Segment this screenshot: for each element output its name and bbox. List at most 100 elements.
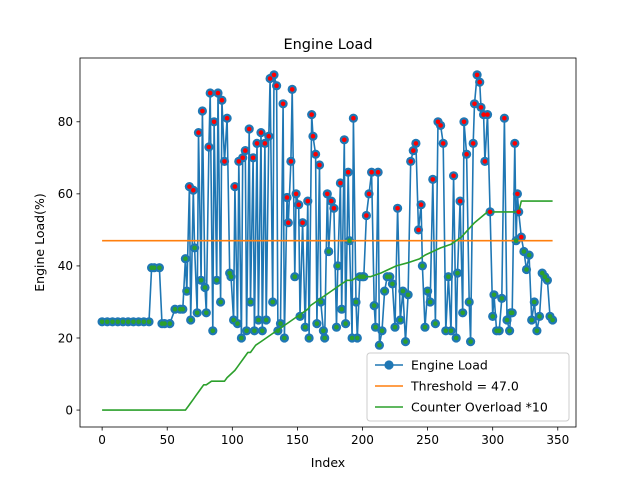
normal-point bbox=[443, 328, 449, 334]
normal-point bbox=[172, 306, 178, 312]
normal-point bbox=[361, 274, 367, 280]
normal-point bbox=[282, 335, 287, 341]
overload-point bbox=[481, 112, 486, 117]
normal-point bbox=[427, 299, 433, 305]
normal-point bbox=[382, 288, 387, 294]
normal-point bbox=[256, 317, 261, 323]
normal-point bbox=[202, 285, 208, 290]
y-tick-label: 60 bbox=[58, 187, 73, 201]
normal-point bbox=[244, 328, 249, 334]
normal-point bbox=[343, 321, 348, 326]
normal-point bbox=[532, 299, 537, 305]
normal-point bbox=[507, 328, 512, 334]
overload-point bbox=[254, 141, 260, 146]
normal-point bbox=[318, 299, 324, 305]
overload-point bbox=[313, 151, 318, 157]
normal-point bbox=[231, 317, 236, 323]
normal-point bbox=[275, 328, 281, 334]
overload-point bbox=[351, 115, 356, 121]
overload-point bbox=[246, 126, 252, 132]
normal-point bbox=[204, 310, 209, 316]
overload-point bbox=[211, 119, 217, 125]
plot-area bbox=[97, 70, 558, 411]
normal-point bbox=[110, 319, 115, 325]
overload-point bbox=[266, 133, 272, 139]
normal-point bbox=[537, 314, 542, 319]
normal-point bbox=[499, 296, 505, 301]
normal-point bbox=[214, 278, 219, 283]
overload-point bbox=[262, 141, 268, 146]
normal-point bbox=[335, 263, 341, 269]
normal-point bbox=[446, 274, 451, 280]
normal-point bbox=[534, 328, 540, 334]
overload-point bbox=[485, 112, 490, 117]
normal-point bbox=[433, 321, 438, 326]
overload-point bbox=[461, 119, 467, 125]
normal-point bbox=[151, 265, 157, 271]
normal-point bbox=[453, 335, 459, 341]
overload-point bbox=[317, 162, 322, 168]
overload-point bbox=[464, 151, 469, 157]
overload-point bbox=[502, 115, 507, 121]
overload-point bbox=[232, 184, 238, 189]
normal-point bbox=[405, 292, 411, 298]
overload-point bbox=[482, 159, 488, 164]
chart-title: Engine Load bbox=[283, 37, 372, 53]
overload-point bbox=[364, 213, 369, 218]
normal-point bbox=[466, 299, 472, 305]
y-tick-label: 0 bbox=[65, 403, 73, 417]
overload-point bbox=[516, 209, 521, 215]
normal-point bbox=[460, 310, 466, 316]
overload-point bbox=[289, 87, 295, 92]
overload-point bbox=[345, 169, 351, 175]
overload-point bbox=[296, 202, 302, 207]
x-tick-label: 100 bbox=[221, 433, 244, 447]
overload-point bbox=[457, 198, 463, 204]
legend-label-threshold: Threshold = 47.0 bbox=[410, 379, 519, 394]
x-axis-label: Index bbox=[311, 455, 345, 470]
overload-point bbox=[413, 141, 419, 146]
y-tick-label: 80 bbox=[58, 115, 73, 129]
overload-point bbox=[236, 159, 242, 164]
x-tick-label: 0 bbox=[98, 433, 106, 447]
normal-point bbox=[339, 306, 345, 312]
normal-point bbox=[210, 328, 216, 334]
overload-point bbox=[411, 148, 416, 153]
normal-point bbox=[192, 245, 197, 251]
y-tick-label: 40 bbox=[58, 259, 73, 273]
overload-point bbox=[487, 209, 493, 215]
overload-point bbox=[416, 227, 421, 233]
overload-point bbox=[196, 130, 201, 135]
normal-point bbox=[326, 249, 332, 254]
normal-point bbox=[347, 238, 352, 243]
y-axis-label: Engine Load(%) bbox=[32, 193, 47, 291]
normal-point bbox=[468, 339, 473, 344]
overload-point bbox=[240, 155, 245, 161]
normal-point bbox=[141, 319, 147, 325]
normal-point bbox=[422, 324, 428, 330]
overload-point bbox=[451, 173, 456, 179]
normal-point bbox=[115, 319, 121, 325]
counter-overload-line bbox=[102, 200, 553, 411]
normal-point bbox=[306, 335, 312, 341]
overload-point bbox=[331, 206, 337, 211]
x-tick-label: 200 bbox=[351, 433, 374, 447]
normal-point bbox=[379, 328, 385, 334]
overload-point bbox=[305, 198, 311, 204]
legend-box bbox=[366, 352, 570, 422]
normal-point bbox=[392, 324, 398, 330]
overload-point bbox=[250, 155, 256, 161]
normal-point bbox=[403, 339, 408, 344]
legend-label-counter-overload: Counter Overload *10 bbox=[411, 400, 548, 415]
normal-point bbox=[400, 288, 406, 294]
normal-point bbox=[496, 328, 502, 334]
axes-frame bbox=[79, 57, 577, 428]
normal-point bbox=[167, 321, 173, 326]
overload-point bbox=[512, 141, 518, 146]
normal-point bbox=[278, 321, 283, 326]
overload-point bbox=[329, 198, 334, 204]
normal-point bbox=[349, 335, 355, 341]
normal-point bbox=[334, 324, 339, 330]
overload-point bbox=[309, 112, 315, 117]
normal-point bbox=[425, 288, 430, 294]
